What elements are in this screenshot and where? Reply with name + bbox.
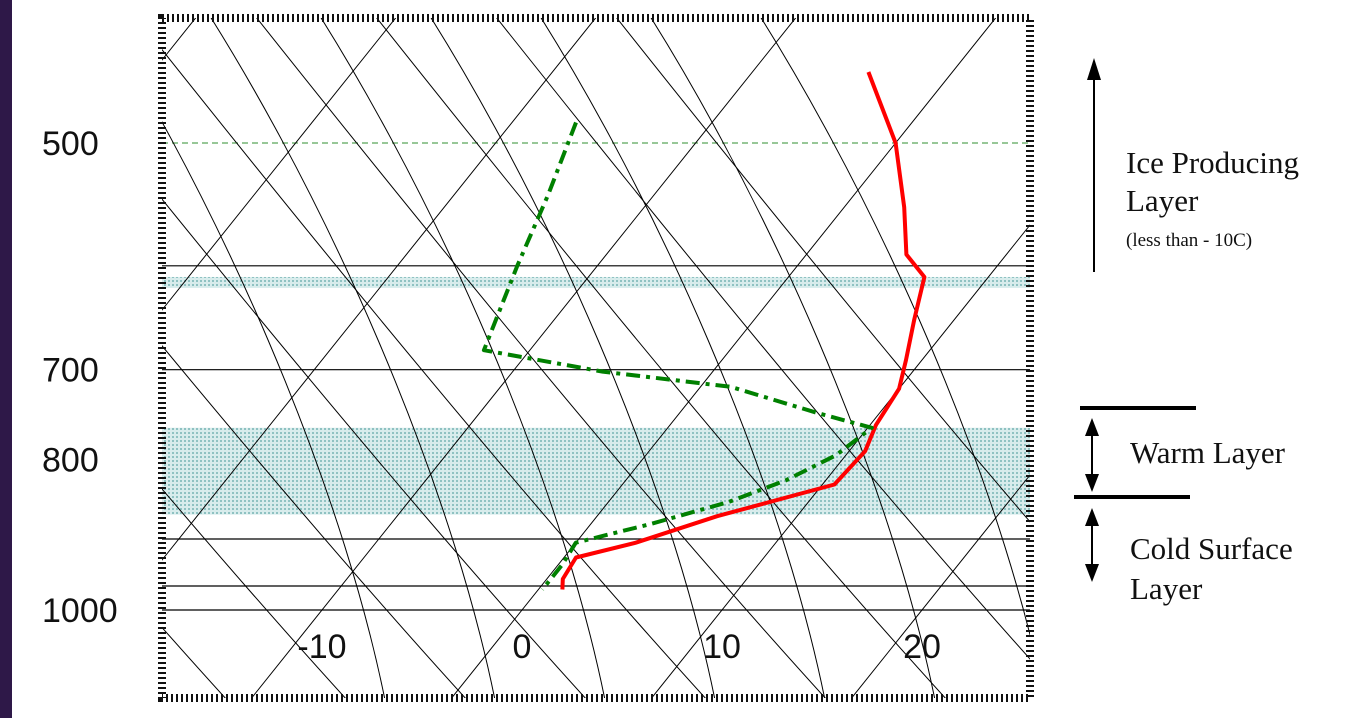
warm-layer-arrowhead-up (1085, 418, 1099, 436)
dry-adiabat-line (496, 18, 1030, 660)
shaded-layer-0 (162, 276, 1030, 288)
isotherm-line (250, 18, 797, 698)
cold-layer-label-2: Layer (1130, 571, 1203, 606)
chart-panel: 500 700 800 1000 -10 0 10 20 Ice Producing Laye… (12, 0, 1372, 718)
x-tick-label: 10 (703, 628, 741, 666)
moist-adiabat-line (162, 121, 386, 698)
warm-layer-label: Warm Layer (1130, 435, 1285, 470)
dry-adiabat-line (12, 0, 22, 718)
dry-adiabat-line (162, 345, 466, 698)
warm-layer-arrowhead-down (1085, 474, 1099, 492)
temperature-profile (560, 71, 927, 590)
cold-layer-arrowhead-down (1085, 564, 1099, 582)
ice-layer-arrowhead (1087, 58, 1101, 80)
dry-adiabat-line (162, 626, 226, 698)
chart-frame (158, 14, 1034, 702)
dry-adiabat-line (376, 18, 946, 698)
dewpoint-profile (481, 121, 874, 591)
isotherm-line (12, 0, 28, 718)
y-tick-label: 800 (42, 442, 99, 480)
moist-adiabat-line (210, 18, 496, 698)
isotherm-line (650, 224, 1030, 698)
cold-layer-label: Cold Surface (1130, 531, 1293, 566)
y-tick-label: 1000 (42, 592, 118, 630)
ice-layer-title-2: Layer (1126, 183, 1199, 218)
x-tick-label: 20 (903, 628, 941, 666)
isotherm-line (1020, 0, 1372, 718)
cold-layer-arrowhead-up (1085, 508, 1099, 526)
dry-adiabat-line (616, 18, 1030, 523)
ice-layer-title: Ice Producing (1126, 145, 1300, 180)
isotherm-line (850, 474, 1030, 698)
isotherm-line (450, 18, 997, 698)
moist-adiabat-line (650, 18, 936, 698)
ice-layer-note: (less than - 10C) (1126, 230, 1253, 251)
dry-adiabat-line (256, 18, 826, 698)
dry-adiabat-line (162, 48, 706, 698)
dry-adiabat-line (162, 488, 346, 698)
moist-adiabat-line (430, 18, 716, 698)
isotherm-line (162, 18, 597, 561)
moist-adiabat-line (540, 18, 826, 698)
y-tick-label: 700 (42, 352, 99, 390)
moist-adiabat-line (760, 18, 1030, 637)
x-tick-label: 0 (513, 628, 532, 666)
isotherm-line (1220, 0, 1372, 718)
skewt-chart: 500 700 800 1000 -10 0 10 20 (12, 0, 1372, 718)
shaded-layer-1 (162, 427, 1030, 515)
moist-adiabat-line (320, 18, 606, 698)
y-tick-label: 500 (42, 125, 99, 163)
x-tick-label: -10 (297, 628, 346, 666)
dry-adiabat-line (162, 198, 586, 698)
